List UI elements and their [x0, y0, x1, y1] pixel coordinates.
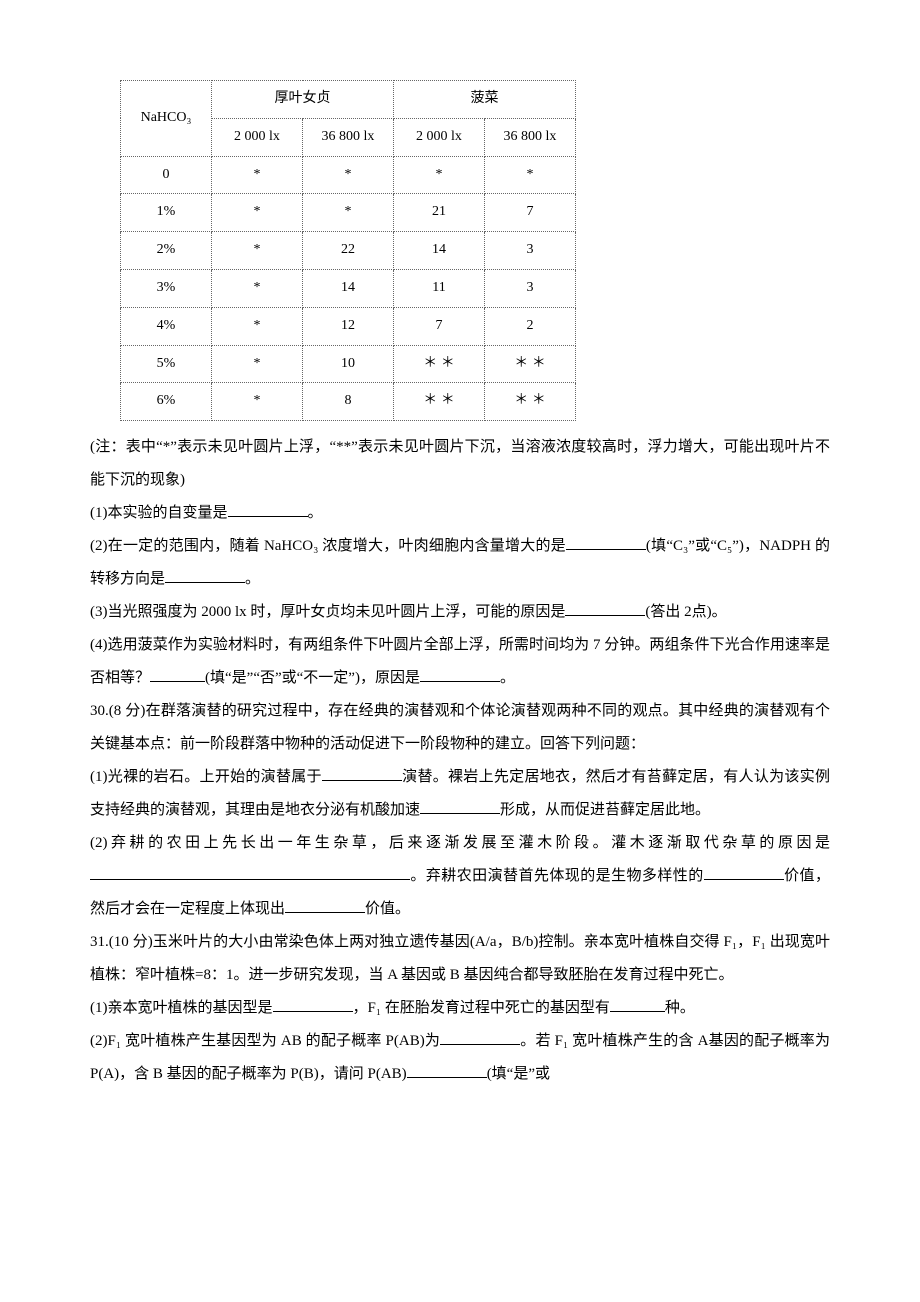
blank — [420, 798, 500, 814]
blank — [565, 600, 645, 616]
cell: * — [212, 156, 303, 194]
cell: 21 — [394, 194, 485, 232]
th-sub-1: 36 800 lx — [303, 118, 394, 156]
blank — [228, 501, 308, 517]
cell: 7 — [394, 307, 485, 345]
q30-2a: (2)弃耕的农田上先长出一年生杂草，后来逐渐发展至灌木阶段。灌木逐渐取代杂草的原… — [90, 835, 830, 851]
q30-1a: (1)光裸的岩石。上开始的演替属于 — [90, 769, 322, 785]
table-row: 1%**217 — [121, 194, 576, 232]
q30-2b: 。弃耕农田演替首先体现的是生物多样性的 — [410, 868, 704, 884]
q1-1a: (1)本实验的自变量是 — [90, 505, 228, 521]
row-label: 1% — [121, 194, 212, 232]
cell: ＊ ＊ — [485, 383, 576, 421]
cell: * — [212, 194, 303, 232]
q1-3: (3)当光照强度为 2000 lx 时，厚叶女贞均未见叶圆片上浮，可能的原因是 (… — [90, 596, 830, 629]
th-sub-2: 2 000 lx — [394, 118, 485, 156]
cell: * — [212, 232, 303, 270]
cell: * — [303, 156, 394, 194]
table-note: (注：表中“*”表示未见叶圆片上浮，“**”表示未见叶圆片下沉，当溶液浓度较高时… — [90, 431, 830, 497]
row-label: 4% — [121, 307, 212, 345]
table-row: 4%*1272 — [121, 307, 576, 345]
q1-3a: (3)当光照强度为 2000 lx 时，厚叶女贞均未见叶圆片上浮，可能的原因是 — [90, 604, 565, 620]
cell: 8 — [303, 383, 394, 421]
blank — [407, 1062, 487, 1078]
th-sub-0: 2 000 lx — [212, 118, 303, 156]
q31-1b: ，F₁ 在胚胎发育过程中死亡的基因型有 — [353, 1000, 610, 1016]
blank — [322, 765, 402, 781]
th-group2: 菠菜 — [394, 81, 576, 119]
blank — [285, 897, 365, 913]
blank — [165, 567, 245, 583]
q1-2: (2)在一定的范围内，随着 NaHCO₃ 浓度增大，叶肉细胞内含量增大的是(填“… — [90, 530, 830, 596]
q30-1: (1)光裸的岩石。上开始的演替属于演替。裸岩上先定居地衣，然后才有苔藓定居，有人… — [90, 761, 830, 827]
cell: ＊ ＊ — [394, 383, 485, 421]
q31-1: (1)亲本宽叶植株的基因型是 ，F₁ 在胚胎发育过程中死亡的基因型有 种。 — [90, 992, 830, 1025]
cell: * — [212, 307, 303, 345]
q31-1c: 种。 — [665, 1000, 695, 1016]
blank — [420, 666, 500, 682]
cell: 7 — [485, 194, 576, 232]
cell: 11 — [394, 269, 485, 307]
cell: 22 — [303, 232, 394, 270]
blank — [90, 864, 410, 880]
q1-2a: (2)在一定的范围内，随着 NaHCO₃ 浓度增大，叶肉细胞内含量增大的是 — [90, 538, 566, 554]
cell: 10 — [303, 345, 394, 383]
cell: * — [212, 269, 303, 307]
blank — [273, 996, 353, 1012]
th-nahco3: NaHCO₃ — [121, 81, 212, 157]
cell: 2 — [485, 307, 576, 345]
q31-2c: (填“是”或 — [487, 1066, 550, 1082]
cell: * — [394, 156, 485, 194]
q31-2a: (2)F₁ 宽叶植株产生基因型为 AB 的配子概率 P(AB)为 — [90, 1033, 440, 1049]
cell: * — [212, 383, 303, 421]
q1-2c: 。 — [245, 571, 260, 587]
q1-4c: 。 — [500, 670, 515, 686]
row-label: 6% — [121, 383, 212, 421]
q31-2: (2)F₁ 宽叶植株产生基因型为 AB 的配子概率 P(AB)为。若 F₁ 宽叶… — [90, 1025, 830, 1091]
q1-1b: 。 — [308, 505, 323, 521]
cell: * — [485, 156, 576, 194]
table-row: 2%*22143 — [121, 232, 576, 270]
table-row: 0**** — [121, 156, 576, 194]
cell: ＊ ＊ — [485, 345, 576, 383]
blank — [566, 534, 646, 550]
cell: 14 — [303, 269, 394, 307]
th-group1: 厚叶女贞 — [212, 81, 394, 119]
q30-1c: 形成，从而促进苔藓定居此地。 — [500, 802, 710, 818]
row-label: 0 — [121, 156, 212, 194]
q1-4: (4)选用菠菜作为实验材料时，有两组条件下叶圆片全部上浮，所需时间均为 7 分钟… — [90, 629, 830, 695]
cell: 3 — [485, 232, 576, 270]
q1-1: (1)本实验的自变量是 。 — [90, 497, 830, 530]
cell: 14 — [394, 232, 485, 270]
q1-4b: (填“是”“否”或“不一定”)，原因是 — [205, 670, 420, 686]
cell: * — [212, 345, 303, 383]
blank — [150, 666, 205, 682]
q31-intro: 31.(10 分)玉米叶片的大小由常染色体上两对独立遗传基因(A/a，B/b)控… — [90, 926, 830, 992]
cell: * — [303, 194, 394, 232]
th-sub-3: 36 800 lx — [485, 118, 576, 156]
blank — [440, 1029, 520, 1045]
row-label: 3% — [121, 269, 212, 307]
row-label: 2% — [121, 232, 212, 270]
table-row: 3%*14113 — [121, 269, 576, 307]
cell: ＊ ＊ — [394, 345, 485, 383]
blank — [610, 996, 665, 1012]
table-row: 5%*10＊ ＊＊ ＊ — [121, 345, 576, 383]
cell: 3 — [485, 269, 576, 307]
q31-1a: (1)亲本宽叶植株的基因型是 — [90, 1000, 273, 1016]
table-row: 6%*8＊ ＊＊ ＊ — [121, 383, 576, 421]
q30-2: (2)弃耕的农田上先长出一年生杂草，后来逐渐发展至灌木阶段。灌木逐渐取代杂草的原… — [90, 827, 830, 926]
q1-3b: (答出 2点)。 — [645, 604, 726, 620]
blank — [704, 864, 784, 880]
cell: 12 — [303, 307, 394, 345]
q30-intro: 30.(8 分)在群落演替的研究过程中，存在经典的演替观和个体论演替观两种不同的… — [90, 695, 830, 761]
q30-2d: 价值。 — [365, 901, 410, 917]
data-table: NaHCO₃ 厚叶女贞 菠菜 2 000 lx 36 800 lx 2 000 … — [120, 80, 576, 421]
row-label: 5% — [121, 345, 212, 383]
